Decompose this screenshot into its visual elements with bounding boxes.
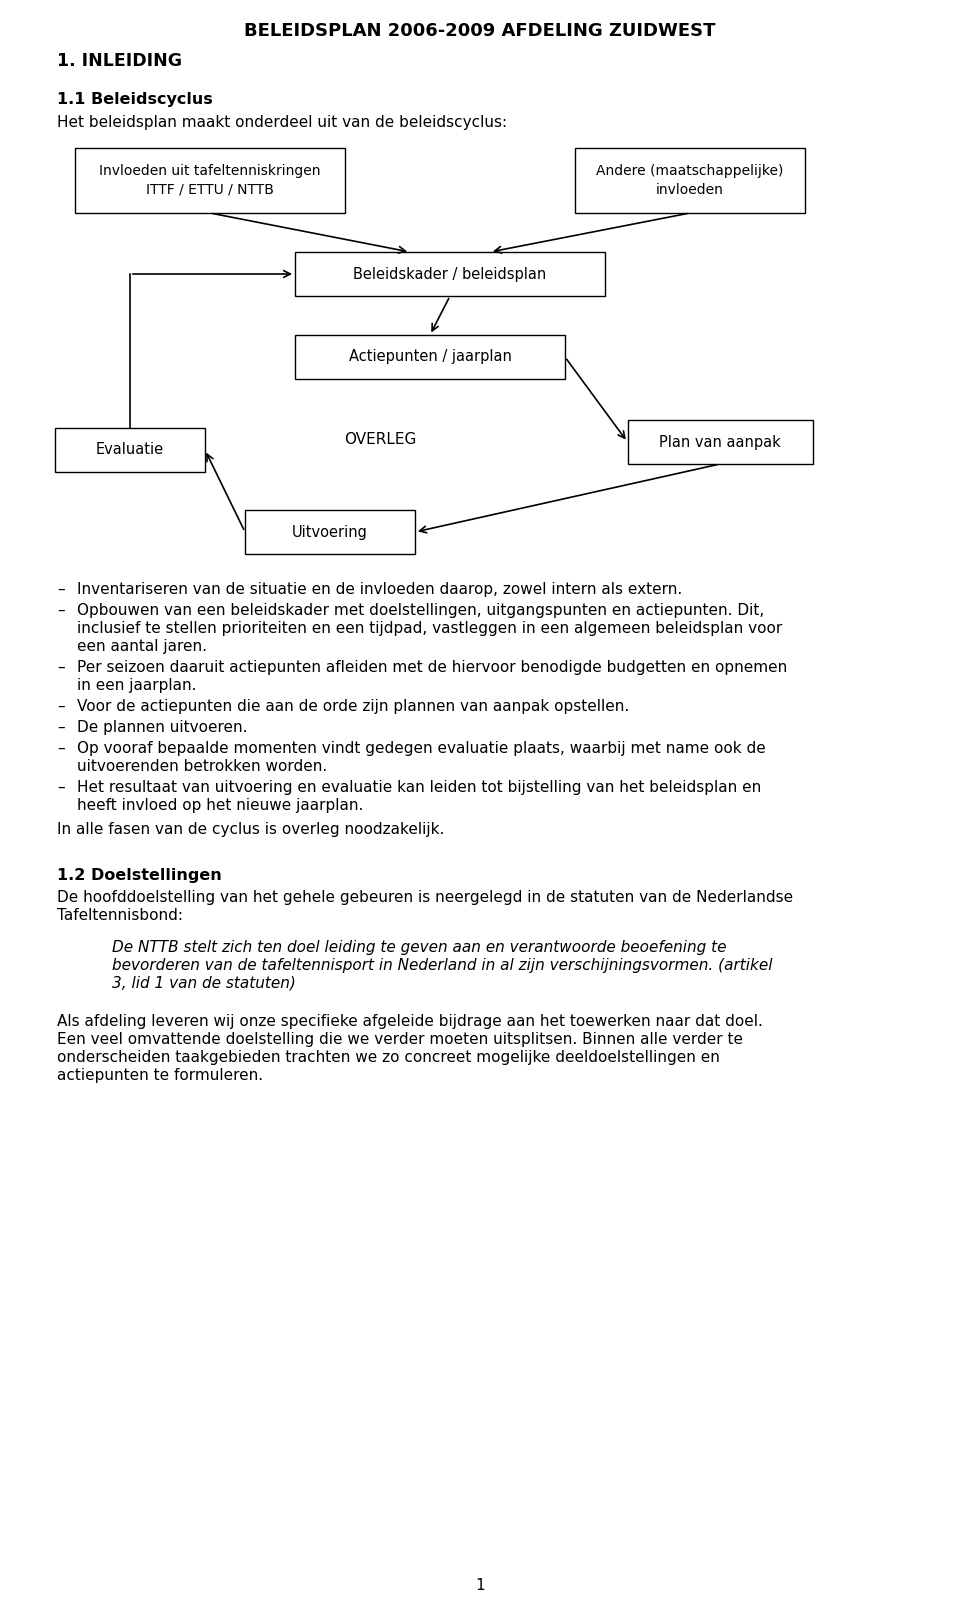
Text: In alle fasen van de cyclus is overleg noodzakelijk.: In alle fasen van de cyclus is overleg n… [57, 821, 444, 837]
Text: De NTTB stelt zich ten doel leiding te geven aan en verantwoorde beoefening te: De NTTB stelt zich ten doel leiding te g… [112, 940, 727, 954]
Text: uitvoerenden betrokken worden.: uitvoerenden betrokken worden. [77, 759, 327, 775]
Text: Een veel omvattende doelstelling die we verder moeten uitsplitsen. Binnen alle v: Een veel omvattende doelstelling die we … [57, 1031, 743, 1047]
Text: 3, lid 1 van de statuten): 3, lid 1 van de statuten) [112, 975, 296, 991]
Text: Actiepunten / jaarplan: Actiepunten / jaarplan [348, 350, 512, 364]
Text: Het beleidsplan maakt onderdeel uit van de beleidscyclus:: Het beleidsplan maakt onderdeel uit van … [57, 115, 507, 130]
Text: Op vooraf bepaalde momenten vindt gedegen evaluatie plaats, waarbij met name ook: Op vooraf bepaalde momenten vindt gedege… [77, 741, 766, 755]
Bar [575, 148, 805, 213]
Text: BELEIDSPLAN 2006-2009 AFDELING ZUIDWEST: BELEIDSPLAN 2006-2009 AFDELING ZUIDWEST [244, 22, 716, 40]
Text: in een jaarplan.: in een jaarplan. [77, 678, 197, 693]
Text: OVERLEG: OVERLEG [344, 433, 417, 448]
Text: Andere (maatschappelijke)
invloeden: Andere (maatschappelijke) invloeden [596, 164, 783, 197]
Text: –: – [57, 582, 64, 597]
Bar [245, 510, 415, 553]
Text: Als afdeling leveren wij onze specifieke afgeleide bijdrage aan het toewerken na: Als afdeling leveren wij onze specifieke… [57, 1014, 763, 1030]
Text: De hoofddoelstelling van het gehele gebeuren is neergelegd in de statuten van de: De hoofddoelstelling van het gehele gebe… [57, 890, 793, 905]
Text: heeft invloed op het nieuwe jaarplan.: heeft invloed op het nieuwe jaarplan. [77, 799, 364, 813]
Text: 1: 1 [475, 1578, 485, 1593]
Text: onderscheiden taakgebieden trachten we zo concreet mogelijke deeldoelstellingen : onderscheiden taakgebieden trachten we z… [57, 1051, 720, 1065]
Bar [55, 428, 205, 472]
Text: een aantal jaren.: een aantal jaren. [77, 638, 207, 654]
Text: Voor de actiepunten die aan de orde zijn plannen van aanpak opstellen.: Voor de actiepunten die aan de orde zijn… [77, 699, 629, 714]
Bar [75, 148, 345, 213]
Text: –: – [57, 720, 64, 735]
Text: Opbouwen van een beleidskader met doelstellingen, uitgangspunten en actiepunten.: Opbouwen van een beleidskader met doelst… [77, 603, 764, 618]
Bar [295, 252, 605, 297]
Text: –: – [57, 603, 64, 618]
Bar [628, 420, 812, 464]
Text: De plannen uitvoeren.: De plannen uitvoeren. [77, 720, 248, 735]
Text: Inventariseren van de situatie en de invloeden daarop, zowel intern als extern.: Inventariseren van de situatie en de inv… [77, 582, 683, 597]
Text: 1. INLEIDING: 1. INLEIDING [57, 51, 182, 71]
Text: Per seizoen daaruit actiepunten afleiden met de hiervoor benodigde budgetten en : Per seizoen daaruit actiepunten afleiden… [77, 659, 787, 675]
Text: –: – [57, 741, 64, 755]
Text: –: – [57, 780, 64, 796]
Text: –: – [57, 699, 64, 714]
Text: 1.1 Beleidscyclus: 1.1 Beleidscyclus [57, 91, 213, 107]
Text: Tafeltennisbond:: Tafeltennisbond: [57, 908, 183, 922]
Text: inclusief te stellen prioriteiten en een tijdpad, vastleggen in een algemeen bel: inclusief te stellen prioriteiten en een… [77, 621, 782, 637]
Text: 1.2 Doelstellingen: 1.2 Doelstellingen [57, 868, 222, 882]
Text: Beleidskader / beleidsplan: Beleidskader / beleidsplan [353, 266, 546, 281]
Text: Evaluatie: Evaluatie [96, 443, 164, 457]
Text: Plan van aanpak: Plan van aanpak [660, 435, 780, 449]
Text: Invloeden uit tafeltenniskringen
ITTF / ETTU / NTTB: Invloeden uit tafeltenniskringen ITTF / … [99, 164, 321, 197]
Text: Het resultaat van uitvoering en evaluatie kan leiden tot bijstelling van het bel: Het resultaat van uitvoering en evaluati… [77, 780, 761, 796]
Text: actiepunten te formuleren.: actiepunten te formuleren. [57, 1068, 263, 1083]
Text: –: – [57, 659, 64, 675]
Bar [295, 335, 565, 379]
Text: bevorderen van de tafeltennisport in Nederland in al zijn verschijningsvormen. (: bevorderen van de tafeltennisport in Ned… [112, 958, 773, 974]
Text: Uitvoering: Uitvoering [292, 525, 368, 539]
